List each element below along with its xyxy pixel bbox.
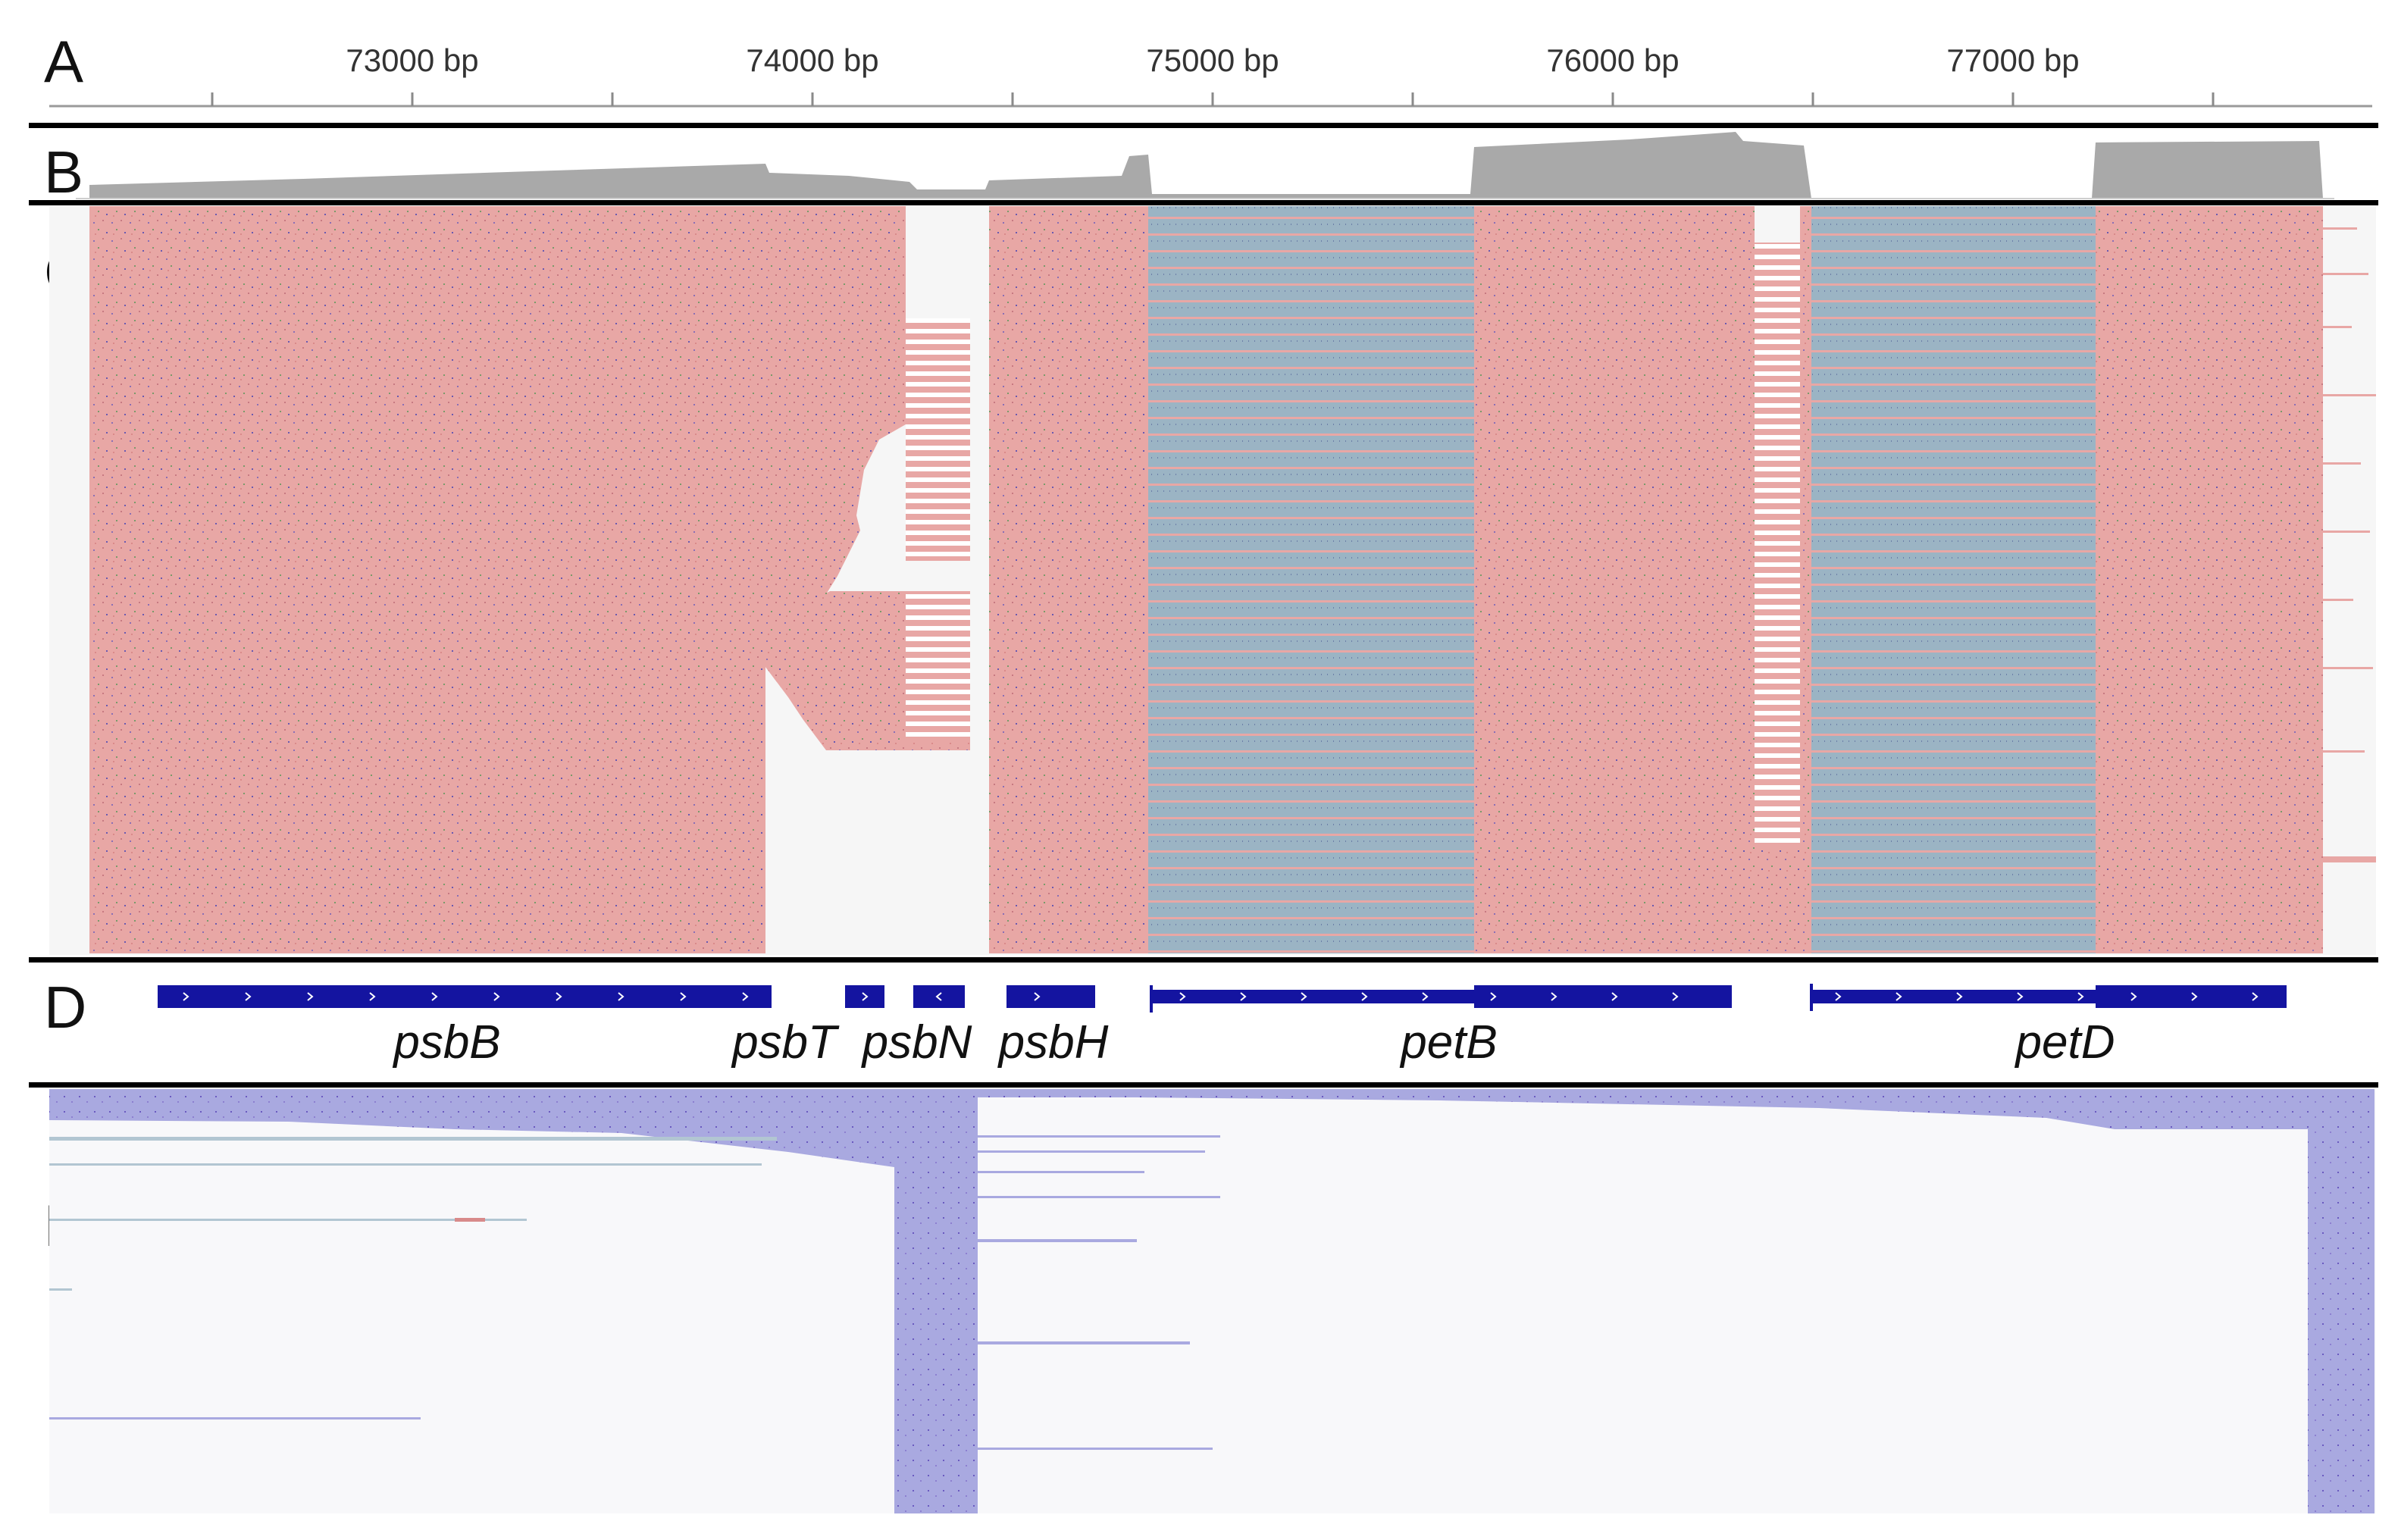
gene-petB-exon2 xyxy=(1474,985,1732,1008)
gene-petD-intron xyxy=(1811,990,2096,1003)
ruler-label-74000: 74000 bp xyxy=(746,42,879,78)
ruler-track xyxy=(49,92,2372,108)
gene-track xyxy=(158,984,2287,1013)
ruler-label-76000: 76000 bp xyxy=(1546,42,1680,78)
gene-label-psbH: psbH xyxy=(998,1016,1109,1069)
strand-chevron xyxy=(1551,992,1557,1001)
strand-chevron xyxy=(245,992,252,1001)
gene-psbB-feature xyxy=(158,985,772,1008)
strand-chevron xyxy=(369,992,376,1001)
strand-chevron xyxy=(183,992,189,1001)
strand-chevron xyxy=(618,992,625,1001)
strand-chevron xyxy=(1361,992,1368,1001)
strand-chevron xyxy=(1034,992,1041,1001)
reads-intergenic-edge xyxy=(1800,206,1811,953)
gene-label-petB: petB xyxy=(1401,1016,1498,1069)
reads-psbN-striped xyxy=(906,318,970,561)
gene-label-psbN: psbN xyxy=(862,1016,972,1069)
ruler-label-77000: 77000 bp xyxy=(1946,42,2080,78)
separator-d-e xyxy=(29,1082,2378,1088)
strand-chevron xyxy=(1422,992,1429,1001)
long-reads-psbN-column xyxy=(894,1089,978,1513)
gene-label-petD: petD xyxy=(2015,1016,2115,1069)
long-reads-top xyxy=(49,1089,2308,1167)
strand-chevron xyxy=(1896,992,1902,1001)
reads-petB-exon2 xyxy=(1474,206,1755,953)
reads-petB-intron-spliced xyxy=(1148,206,1474,953)
strand-chevron xyxy=(742,992,749,1001)
strand-chevron xyxy=(431,992,438,1001)
strand-chevron xyxy=(1835,992,1842,1001)
long-reads-petD-column xyxy=(2308,1089,2375,1513)
strand-chevron xyxy=(1301,992,1307,1001)
strand-chevron xyxy=(2077,992,2084,1001)
panel-label-b: B xyxy=(44,139,84,205)
strand-chevron xyxy=(1179,992,1186,1001)
strand-chevron xyxy=(493,992,500,1001)
trailing-reads xyxy=(2323,227,2376,862)
strand-chevron xyxy=(2017,992,2024,1001)
ruler-label-73000: 73000 bp xyxy=(346,42,479,78)
strand-chevron xyxy=(1672,992,1679,1001)
strand-chevron xyxy=(1240,992,1247,1001)
separator-b-c xyxy=(29,200,2378,205)
panel-label-a: A xyxy=(44,28,84,95)
alignment-track-c xyxy=(49,206,2376,955)
reads-psbB-region xyxy=(89,206,906,953)
strand-chevrons xyxy=(183,992,2259,1001)
reads-petD-exon2 xyxy=(2096,206,2323,953)
separator-a-b xyxy=(29,123,2378,128)
strand-chevron xyxy=(1611,992,1618,1001)
strand-chevron xyxy=(935,992,942,1001)
strand-chevron xyxy=(680,992,687,1001)
separator-c-d xyxy=(29,957,2378,962)
reads-psbH-region xyxy=(989,206,1148,953)
strand-chevron xyxy=(2130,992,2137,1001)
gene-label-psbT: psbT xyxy=(732,1016,837,1069)
gene-psbT-feature xyxy=(845,985,884,1008)
strand-chevron xyxy=(1956,992,1963,1001)
long-reads-scattered xyxy=(49,1135,1220,1450)
gene-psbH-feature xyxy=(1006,985,1095,1008)
gene-label-psbB: psbB xyxy=(393,1016,501,1069)
strand-chevron xyxy=(2252,992,2259,1001)
ruler-label-75000: 75000 bp xyxy=(1146,42,1279,78)
reads-psbN-striped-lower xyxy=(906,591,970,743)
gene-psbN-feature xyxy=(913,985,965,1008)
coverage-profile xyxy=(89,132,2323,199)
strand-chevron xyxy=(307,992,314,1001)
strand-chevron xyxy=(2191,992,2198,1001)
ruler-ticks xyxy=(211,92,2215,106)
strand-chevron xyxy=(1490,992,1497,1001)
panel-label-d: D xyxy=(44,974,87,1041)
alignment-track-e xyxy=(49,1089,2376,1513)
gene-petB-intron xyxy=(1150,990,1474,1003)
reads-petD-intron-spliced xyxy=(1811,206,2096,953)
strand-chevron xyxy=(556,992,562,1001)
strand-chevron xyxy=(862,992,869,1001)
gene-petD-exon2 xyxy=(2096,985,2287,1008)
coverage-track xyxy=(76,132,2334,199)
reads-intergenic-striped xyxy=(1755,243,1800,849)
